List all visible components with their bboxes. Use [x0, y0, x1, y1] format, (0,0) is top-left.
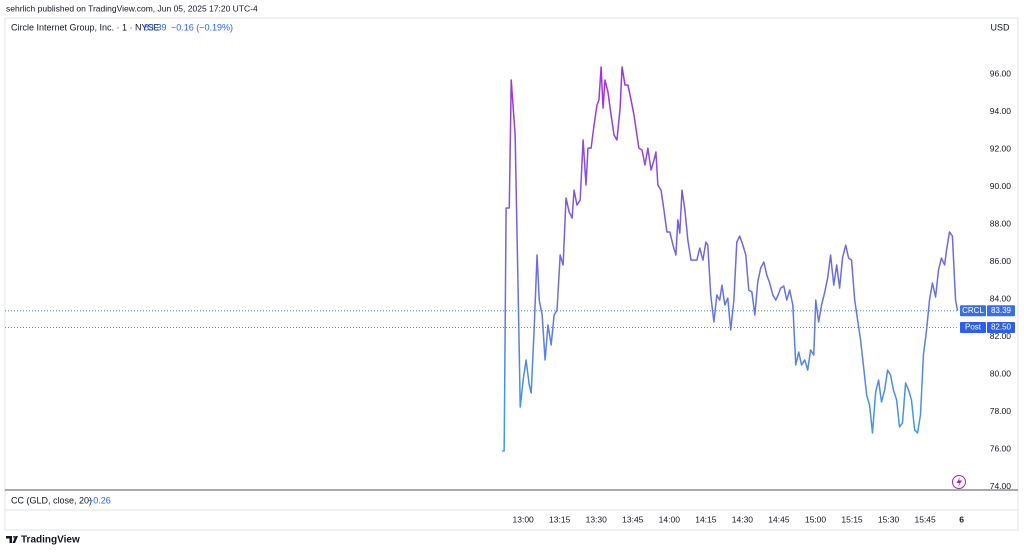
x-tick-label: 6: [959, 514, 964, 524]
indicator-value: −0.26: [88, 495, 111, 505]
price-change: −0.16 (−0.19%): [171, 22, 233, 32]
symbol-name: Circle Internet Group, Inc. · 1 · NYSE: [11, 22, 160, 32]
x-tick-label: 13:00: [513, 514, 535, 524]
x-tick-label: 14:00: [659, 514, 681, 524]
price-tag-value-box: [987, 321, 1015, 333]
y-tick-label: 88.00: [990, 219, 1012, 229]
y-tick-label: 80.00: [990, 369, 1012, 379]
brand-logo: [6, 536, 18, 543]
x-tick-label: 15:30: [878, 514, 900, 524]
publish-header: sehrlich published on TradingView.com, J…: [6, 3, 258, 13]
logo-mark: [6, 536, 18, 543]
frame: [4, 17, 1019, 531]
y-tick-label: 74.00: [990, 481, 1012, 491]
x-tick-label: 13:30: [586, 514, 608, 524]
x-tick-label: 15:45: [914, 514, 936, 524]
y-tick-label: 78.00: [990, 406, 1012, 416]
currency: USD: [990, 22, 1010, 32]
price-tag-name: Post: [965, 323, 982, 332]
x-tick-label: 14:45: [768, 514, 790, 524]
events-bolt: [956, 477, 962, 487]
price-tag-value-box: [987, 305, 1015, 317]
x-tick-label: 15:15: [841, 514, 863, 524]
price-tag-value: 82.50: [991, 323, 1012, 332]
x-tick-label: 14:15: [695, 514, 717, 524]
price-tag-value: 83.39: [991, 306, 1012, 315]
x-tick-label: 13:15: [549, 514, 571, 524]
y-tick-label: 84.00: [990, 294, 1012, 304]
y-tick-label: 86.00: [990, 256, 1012, 266]
x-tick-label: 13:45: [622, 514, 644, 524]
price-tag-name-box: [960, 321, 986, 333]
indicator-name: CC (GLD, close, 20): [11, 495, 92, 505]
y-tick-label: 82.00: [990, 331, 1012, 341]
y-tick-label: 94.00: [990, 106, 1012, 116]
brand-name: TradingView: [21, 535, 80, 546]
x-tick-label: 15:00: [805, 514, 827, 524]
price-line-series: [502, 66, 959, 452]
price-tag-name-box: [960, 305, 986, 317]
y-tick-label: 96.00: [990, 68, 1012, 78]
y-tick-label: 92.00: [990, 143, 1012, 153]
y-tick-label: 76.00: [990, 444, 1012, 454]
x-tick-label: 14:30: [732, 514, 754, 524]
last-price: 83.39: [144, 22, 167, 32]
price-tag-name: CRCL: [962, 306, 984, 315]
y-tick-label: 90.00: [990, 181, 1012, 191]
